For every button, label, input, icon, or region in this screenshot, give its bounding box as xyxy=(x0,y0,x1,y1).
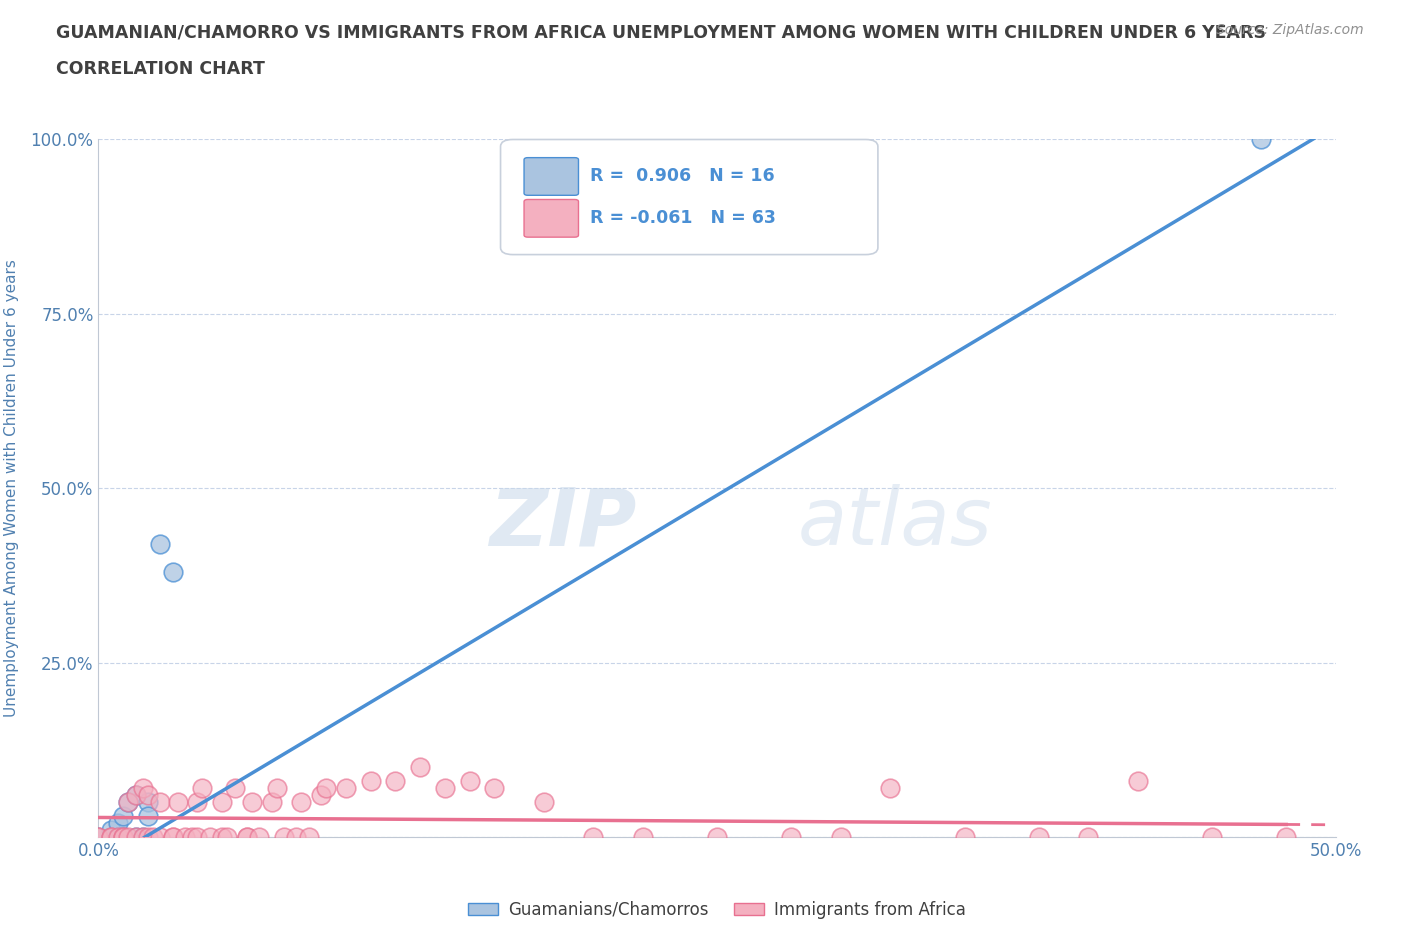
Point xyxy=(132,781,155,796)
Point xyxy=(273,830,295,844)
Point xyxy=(266,781,288,796)
Point xyxy=(124,830,146,844)
Point xyxy=(107,830,129,844)
Point xyxy=(117,794,139,809)
Point xyxy=(298,830,321,844)
Point xyxy=(124,788,146,803)
Point xyxy=(211,794,233,809)
FancyBboxPatch shape xyxy=(524,200,578,237)
Point xyxy=(100,830,122,844)
Point xyxy=(260,794,283,809)
Point xyxy=(100,823,122,837)
Point xyxy=(533,794,555,809)
Point xyxy=(100,830,122,844)
Point xyxy=(166,794,188,809)
Point xyxy=(162,565,184,579)
Point xyxy=(360,774,382,789)
Point xyxy=(136,809,159,824)
Point xyxy=(247,830,270,844)
Point xyxy=(1201,830,1223,844)
Point xyxy=(136,788,159,803)
Point xyxy=(1028,830,1050,844)
Point xyxy=(830,830,852,844)
Point xyxy=(149,830,172,844)
Point xyxy=(112,809,135,824)
Text: atlas: atlas xyxy=(797,485,993,562)
Point xyxy=(315,781,337,796)
FancyBboxPatch shape xyxy=(501,140,877,255)
Point xyxy=(87,830,110,844)
Point xyxy=(290,794,312,809)
Text: ZIP: ZIP xyxy=(489,485,637,562)
Point xyxy=(240,794,263,809)
Point xyxy=(186,830,208,844)
Point xyxy=(149,537,172,551)
Text: GUAMANIAN/CHAMORRO VS IMMIGRANTS FROM AFRICA UNEMPLOYMENT AMONG WOMEN WITH CHILD: GUAMANIAN/CHAMORRO VS IMMIGRANTS FROM AF… xyxy=(56,23,1267,41)
Point xyxy=(186,794,208,809)
Point xyxy=(458,774,481,789)
Y-axis label: Unemployment Among Women with Children Under 6 years: Unemployment Among Women with Children U… xyxy=(4,259,20,717)
Point xyxy=(1275,830,1298,844)
Text: R =  0.906   N = 16: R = 0.906 N = 16 xyxy=(589,167,775,185)
Point xyxy=(236,830,259,844)
Point xyxy=(211,830,233,844)
Point xyxy=(198,830,221,844)
Point xyxy=(181,830,204,844)
Point xyxy=(112,830,135,844)
Point xyxy=(117,830,139,844)
Point xyxy=(409,760,432,775)
Point xyxy=(484,781,506,796)
Point xyxy=(236,830,259,844)
Point xyxy=(100,830,122,844)
Point xyxy=(285,830,308,844)
Point xyxy=(149,794,172,809)
Point xyxy=(309,788,332,803)
Point xyxy=(124,788,146,803)
Point xyxy=(107,830,129,844)
Legend: Guamanians/Chamorros, Immigrants from Africa: Guamanians/Chamorros, Immigrants from Af… xyxy=(461,894,973,925)
Point xyxy=(87,830,110,844)
Point xyxy=(953,830,976,844)
Point xyxy=(191,781,214,796)
Point xyxy=(132,830,155,844)
Point xyxy=(433,781,456,796)
Point xyxy=(124,830,146,844)
Point xyxy=(142,830,165,844)
Point xyxy=(162,830,184,844)
Point xyxy=(136,830,159,844)
Point xyxy=(217,830,239,844)
Point xyxy=(1077,830,1099,844)
Point xyxy=(87,830,110,844)
Point xyxy=(335,781,357,796)
Point xyxy=(706,830,728,844)
Point xyxy=(879,781,901,796)
Point xyxy=(162,830,184,844)
Point xyxy=(112,830,135,844)
Point xyxy=(384,774,406,789)
Point xyxy=(1126,774,1149,789)
Point xyxy=(117,794,139,809)
Point xyxy=(1250,132,1272,147)
Point xyxy=(107,816,129,830)
Point xyxy=(132,830,155,844)
Point xyxy=(112,830,135,844)
Point xyxy=(136,794,159,809)
Point xyxy=(174,830,197,844)
Text: R = -0.061   N = 63: R = -0.061 N = 63 xyxy=(589,209,776,227)
Text: CORRELATION CHART: CORRELATION CHART xyxy=(56,60,266,78)
Point xyxy=(582,830,605,844)
Point xyxy=(780,830,803,844)
Text: Source: ZipAtlas.com: Source: ZipAtlas.com xyxy=(1216,23,1364,37)
Point xyxy=(224,781,246,796)
FancyBboxPatch shape xyxy=(524,157,578,195)
Point xyxy=(631,830,654,844)
